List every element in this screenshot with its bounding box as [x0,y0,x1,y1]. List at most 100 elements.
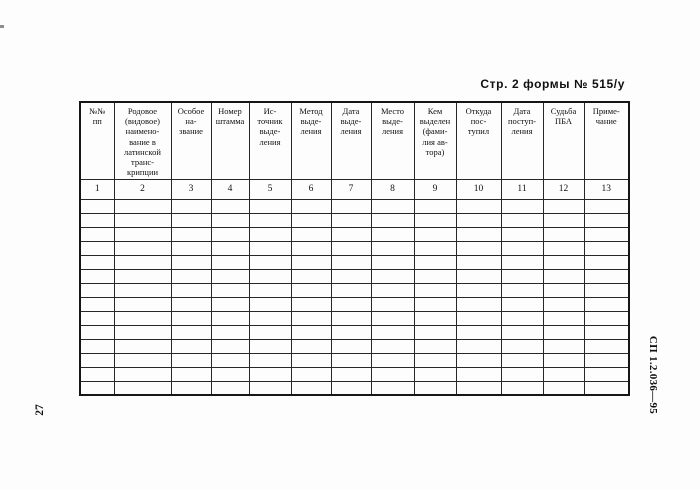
table-row [79,310,630,326]
empty-cell [542,212,585,228]
empty-cell [330,338,372,354]
empty-cell [413,380,457,396]
empty-cell [455,254,502,270]
empty-cell [113,338,172,354]
empty-cell [290,254,332,270]
empty-cell [113,268,172,284]
form-page-title: Стр. 2 формы № 515/у [480,77,625,91]
table-row [79,338,630,354]
empty-cell [248,240,292,256]
empty-cell [583,254,630,270]
empty-cell [370,380,415,396]
empty-cell [290,282,332,298]
table-row [79,352,630,368]
empty-cell [583,268,630,284]
empty-cell [170,254,212,270]
table-row [79,226,630,242]
empty-cell [290,240,332,256]
empty-cell [413,366,457,382]
empty-cell [248,380,292,396]
empty-cell [542,310,585,326]
empty-cell [583,212,630,228]
empty-cell [370,254,415,270]
empty-cell [455,324,502,340]
empty-cell [500,352,544,368]
empty-cell [248,352,292,368]
empty-cell [113,380,172,396]
empty-cell [330,198,372,214]
empty-cell [290,198,332,214]
empty-cell [113,240,172,256]
column-header-cell: Номер штамма [210,101,250,180]
empty-cell [500,254,544,270]
empty-cell [170,352,212,368]
empty-cell [330,282,372,298]
empty-cell [330,310,372,326]
column-number-cell: 10 [455,178,502,200]
empty-cell [542,352,585,368]
empty-cell [210,254,250,270]
table-row [79,380,630,396]
empty-cell [248,226,292,242]
empty-cell [248,338,292,354]
column-number-cell: 8 [370,178,415,200]
empty-cell [248,296,292,312]
empty-cell [500,282,544,298]
empty-cell [79,268,115,284]
empty-cell [413,310,457,326]
empty-cell [455,282,502,298]
empty-cell [413,324,457,340]
empty-cell [542,254,585,270]
empty-cell [330,212,372,228]
empty-cell [290,380,332,396]
empty-cell [79,296,115,312]
empty-cell [583,380,630,396]
column-header-cell: Дата выде- ления [330,101,372,180]
column-header-cell: Кем выделен (фами- лия ав- тора) [413,101,457,180]
empty-cell [330,352,372,368]
empty-cell [370,198,415,214]
column-number-cell: 5 [248,178,292,200]
empty-cell [248,212,292,228]
empty-cell [210,366,250,382]
empty-cell [583,282,630,298]
empty-cell [210,240,250,256]
empty-cell [583,310,630,326]
empty-cell [330,380,372,396]
empty-cell [370,310,415,326]
empty-cell [370,226,415,242]
empty-cell [583,198,630,214]
empty-cell [455,198,502,214]
empty-cell [113,296,172,312]
column-header-cell: Судьба ПБА [542,101,585,180]
table-row [79,324,630,340]
empty-cell [413,212,457,228]
empty-cell [79,240,115,256]
empty-cell [370,212,415,228]
table-row [79,212,630,228]
empty-cell [113,352,172,368]
empty-cell [330,366,372,382]
empty-cell [583,324,630,340]
empty-cell [542,380,585,396]
empty-cell [113,310,172,326]
column-header-cell: Место выде- ления [370,101,415,180]
empty-cell [500,296,544,312]
table-row [79,282,630,298]
empty-cell [542,198,585,214]
empty-cell [113,226,172,242]
column-number-cell: 2 [113,178,172,200]
empty-cell [583,240,630,256]
empty-cell [170,366,212,382]
empty-cell [210,268,250,284]
empty-cell [170,282,212,298]
empty-cell [583,296,630,312]
empty-cell [210,310,250,326]
column-number-cell: 6 [290,178,332,200]
table-row [79,240,630,256]
empty-cell [370,352,415,368]
empty-cell [79,352,115,368]
document-code-side-label: СП 1.2.036—95 [647,335,659,415]
empty-cell [455,212,502,228]
